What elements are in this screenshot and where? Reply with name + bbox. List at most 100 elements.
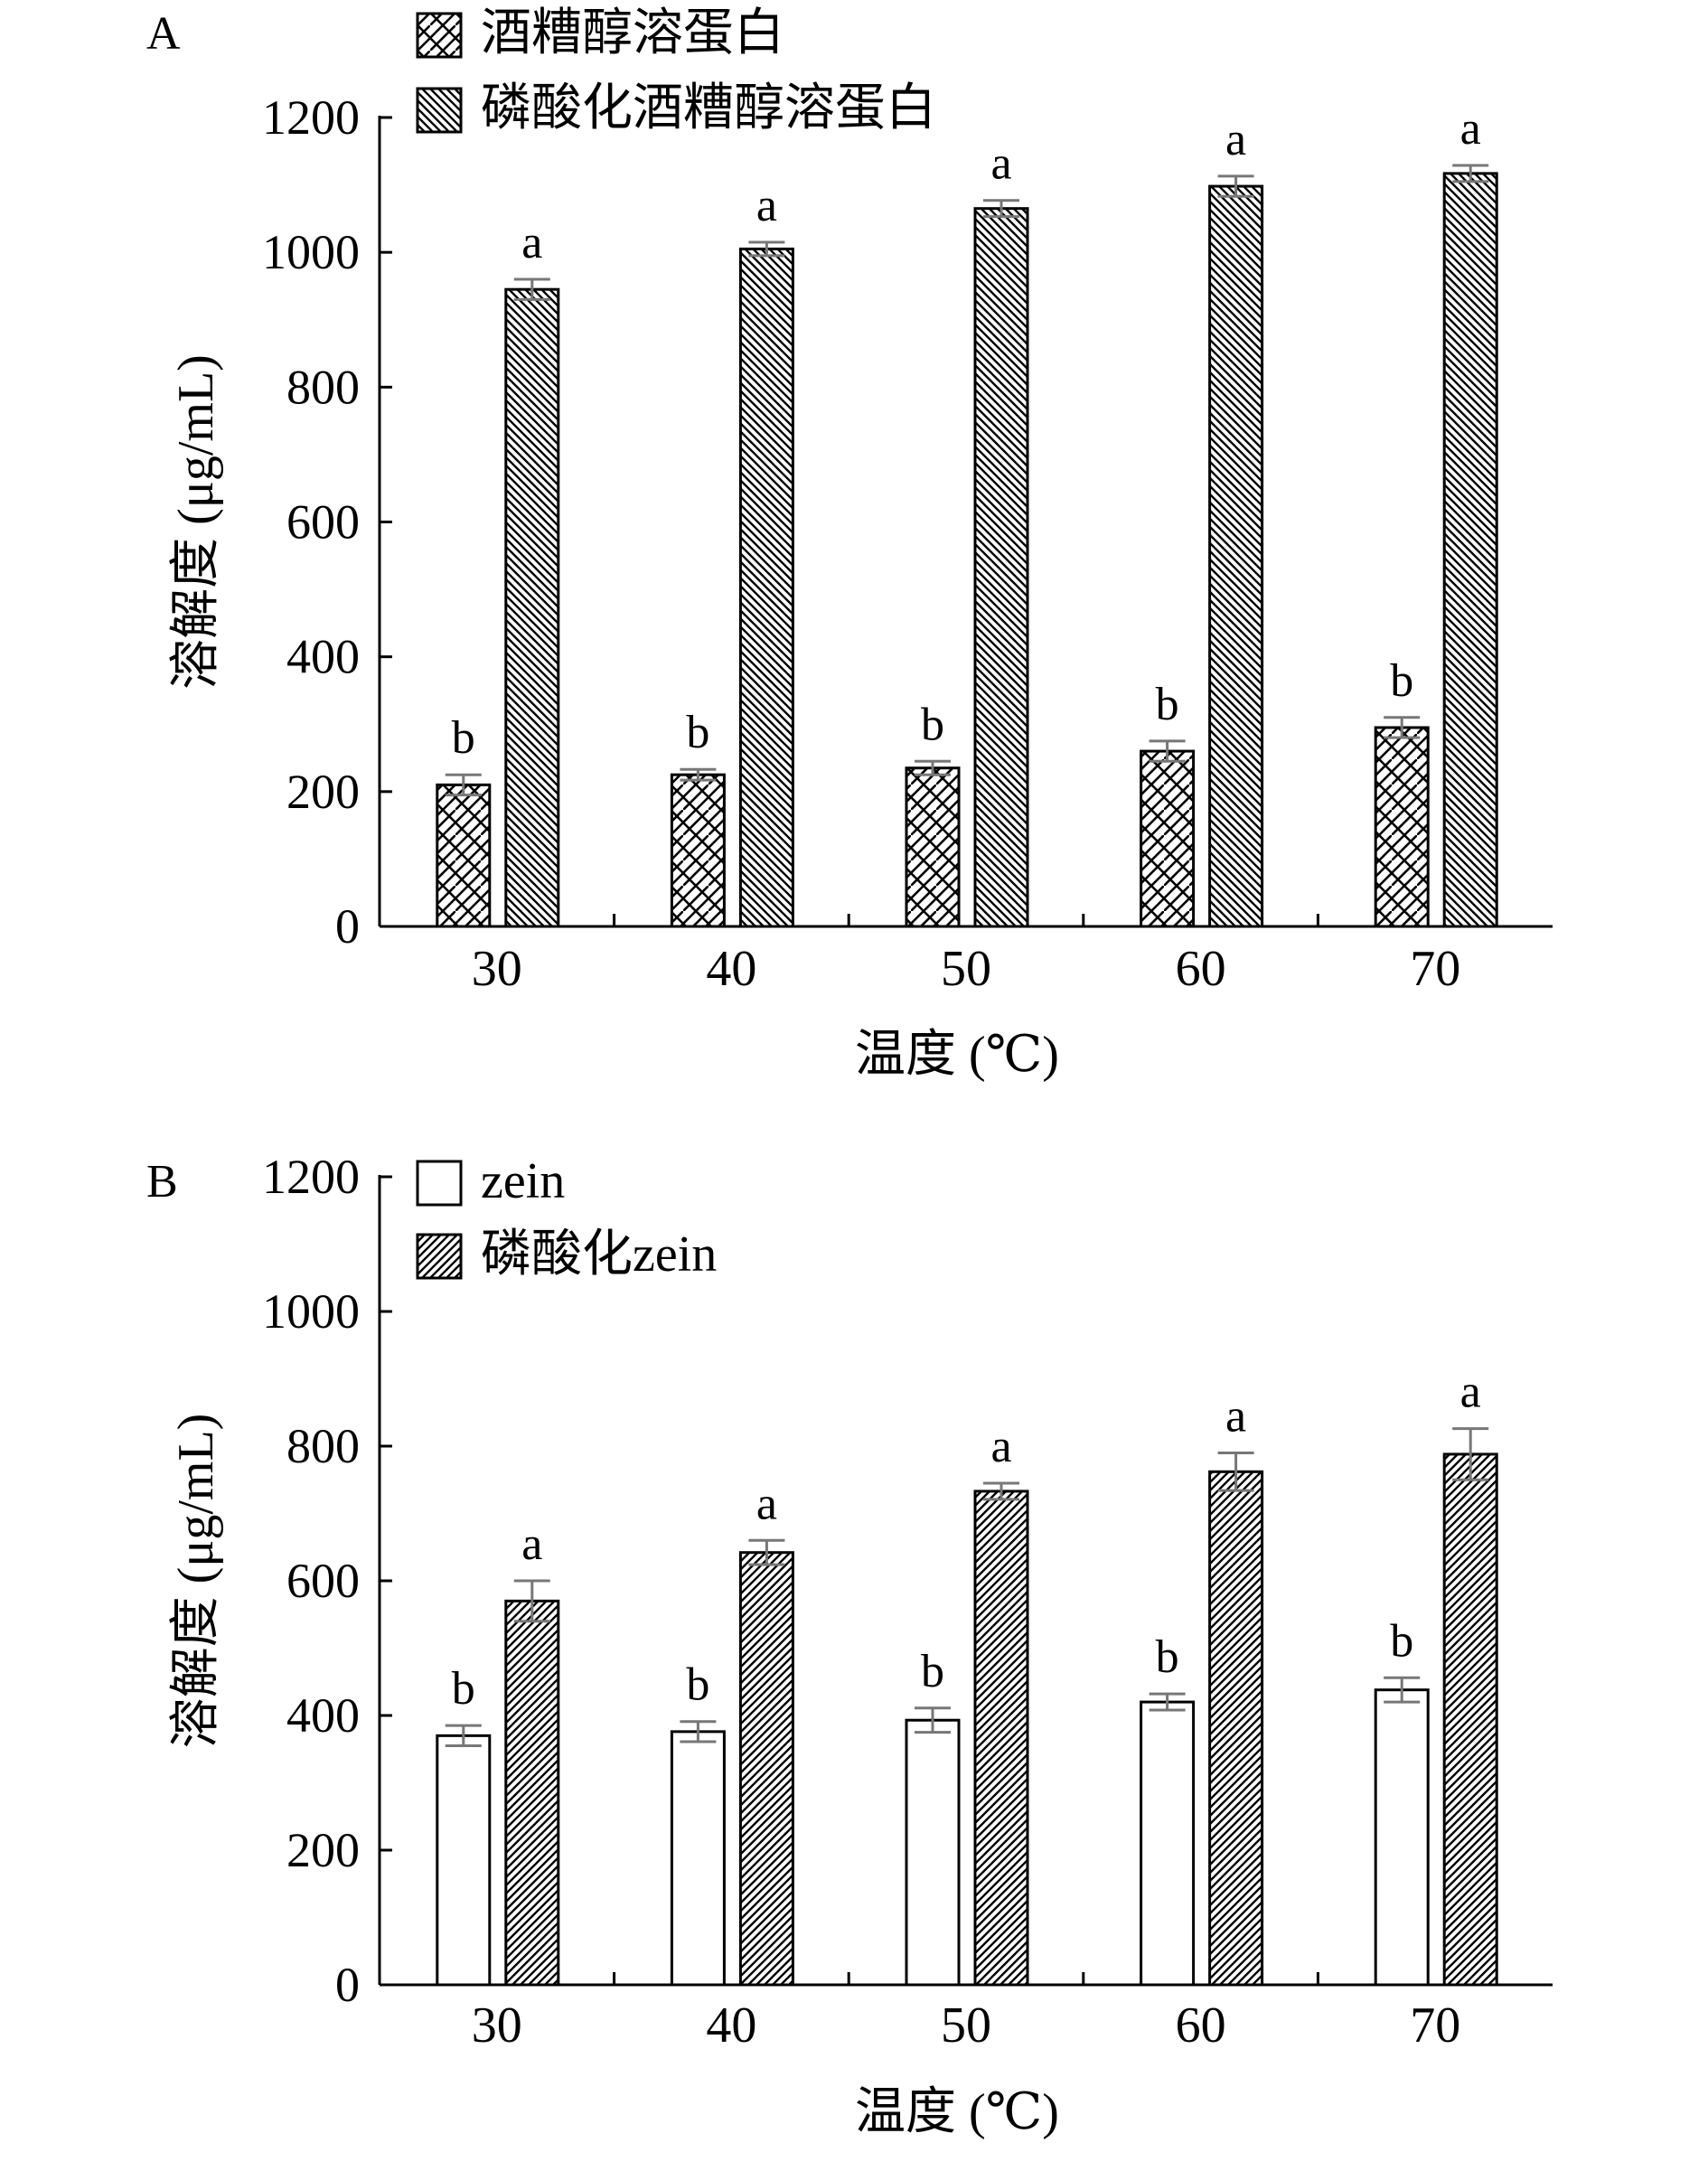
bar-series-1 [436, 783, 492, 928]
x-tick-label: 70 [1410, 1997, 1460, 2054]
legend-label: 磷酸化酒糟醇溶蛋白 [481, 80, 936, 136]
x-tick-label: 40 [706, 1997, 756, 2054]
bar-series-1 [1374, 1688, 1430, 1987]
error-bar [1149, 739, 1186, 763]
bar-series-2 [738, 247, 794, 928]
error-bar [983, 199, 1019, 219]
error-bar [513, 277, 550, 301]
significance-label: a [521, 1518, 542, 1570]
bar-series-2 [1442, 1452, 1498, 1987]
x-tick-label: 30 [472, 941, 522, 997]
y-tick-label: 600 [286, 1554, 360, 1608]
panel-label: A [146, 8, 181, 60]
significance-label: a [1225, 1390, 1246, 1442]
y-tick-label: 0 [335, 1958, 360, 2012]
bar-series-1 [905, 1718, 961, 1987]
significance-label: b [452, 1663, 475, 1715]
significance-label: b [921, 699, 944, 750]
bar-series-2 [973, 1490, 1029, 1987]
bar-series-1 [1374, 726, 1430, 928]
legend-label: zein [481, 1153, 565, 1209]
error-bar [1452, 1427, 1489, 1481]
y-tick-label: 0 [335, 899, 360, 954]
bar-series-2 [973, 207, 1029, 928]
legend-swatch [416, 87, 463, 134]
error-bar [1384, 716, 1421, 739]
bar-series-2 [1442, 172, 1498, 928]
error-bar [748, 1538, 785, 1566]
y-tick-label: 1000 [262, 225, 360, 279]
error-bar [680, 767, 717, 782]
significance-label: a [1460, 1367, 1481, 1418]
error-bar [915, 759, 951, 776]
legend-swatch [416, 1233, 463, 1280]
significance-label: b [1390, 1615, 1413, 1667]
y-tick-label: 800 [286, 1419, 360, 1473]
y-tick-label: 200 [286, 1823, 360, 1877]
error-bar [1217, 174, 1254, 198]
error-bar [1149, 1692, 1186, 1712]
y-tick-label: 400 [286, 1688, 360, 1743]
x-axis-title: 温度 (℃) [855, 2084, 1059, 2140]
significance-label: b [452, 712, 475, 764]
bar-series-1 [1140, 1700, 1196, 1987]
panel-label: B [146, 1156, 178, 1208]
bar-series-2 [738, 1551, 794, 1987]
significance-label: a [1225, 114, 1246, 165]
bar-series-2 [504, 287, 560, 928]
significance-label: b [686, 1659, 709, 1711]
error-bar [748, 240, 785, 258]
x-tick-label: 40 [706, 941, 756, 997]
legend-swatch [416, 12, 463, 59]
x-tick-label: 50 [941, 941, 991, 997]
y-tick-label: 1200 [262, 1150, 360, 1204]
y-axis-title: 溶解度 (μg/mL) [168, 354, 224, 690]
chart-panel-b: 0 200 400 600 800 1000 1200 30 b a 40 b a 50 b a 60 b a 70 b… [146, 1150, 1553, 2140]
y-tick-label: 400 [286, 630, 360, 684]
bar-series-1 [1140, 749, 1196, 928]
x-tick-label: 60 [1176, 941, 1226, 997]
significance-label: a [521, 217, 542, 268]
y-axis-title: 溶解度 (μg/mL) [168, 1414, 224, 1749]
legend: zein 磷酸化zein [416, 1153, 717, 1283]
significance-label: a [990, 1421, 1011, 1472]
y-tick-label: 800 [286, 360, 360, 414]
bar-series-1 [670, 1730, 726, 1987]
error-bar [445, 773, 482, 797]
significance-label: a [990, 138, 1011, 190]
significance-label: a [1460, 103, 1481, 155]
bar-series-2 [1208, 184, 1264, 928]
legend-swatch [416, 1160, 463, 1207]
significance-label: b [1390, 655, 1413, 707]
x-axis-title: 温度 (℃) [855, 1027, 1059, 1083]
error-bar [915, 1706, 951, 1734]
error-bar [680, 1720, 717, 1743]
bar-series-2 [1208, 1470, 1264, 1987]
legend-label: 磷酸化zein [481, 1226, 717, 1283]
error-bar [1217, 1451, 1254, 1492]
y-tick-label: 1200 [262, 90, 360, 145]
y-tick-label: 600 [286, 495, 360, 550]
y-tick-label: 1000 [262, 1284, 360, 1339]
error-bar [513, 1579, 550, 1623]
significance-label: b [921, 1646, 944, 1697]
bar-series-1 [670, 773, 726, 928]
error-bar [445, 1724, 482, 1748]
x-tick-label: 50 [941, 1997, 991, 2054]
significance-label: a [756, 180, 777, 231]
error-bar [1384, 1676, 1421, 1704]
bar-series-2 [504, 1599, 560, 1987]
significance-label: b [686, 707, 709, 758]
bar-series-1 [905, 766, 961, 928]
x-tick-label: 70 [1410, 941, 1460, 997]
chart-panel-a: 0 200 400 600 800 1000 1200 30 b a 40 b a 50 b a 60 b a 70 b… [146, 5, 1553, 1083]
error-bar [983, 1481, 1019, 1501]
error-bar [1452, 164, 1489, 183]
bar-series-1 [436, 1734, 492, 1987]
significance-label: b [1156, 1631, 1179, 1683]
significance-label: a [756, 1478, 777, 1529]
legend-label: 酒糟醇溶蛋白 [481, 5, 784, 61]
y-tick-label: 200 [286, 765, 360, 819]
